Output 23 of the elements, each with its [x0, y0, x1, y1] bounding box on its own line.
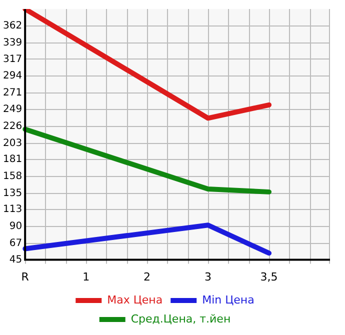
y-tick-label: 226 [2, 120, 22, 132]
x-tick-label: 3 [204, 270, 212, 284]
y-tick-label: 135 [2, 188, 22, 200]
legend-label: Сред.Цена, т.йен [130, 312, 231, 326]
y-tick-label: 339 [2, 38, 22, 49]
y-tick-label: 113 [2, 204, 22, 216]
legend-label: Max Цена [107, 293, 163, 306]
y-tick-label: 294 [2, 70, 22, 82]
y-tick-label: 249 [2, 104, 22, 115]
y-tick-label: 203 [2, 138, 22, 149]
legend-label: Min Цена [202, 293, 254, 306]
x-tick-label: 1 [82, 270, 90, 284]
x-tick-label: R [21, 270, 30, 284]
x-tick-label: 3,5 [260, 270, 278, 284]
y-tick-label: 362 [2, 20, 22, 32]
y-tick-label: 158 [2, 171, 22, 182]
y-tick-label: 67 [9, 238, 22, 250]
y-tick-label: 90 [9, 221, 22, 232]
y-tick-label: 181 [2, 154, 22, 166]
y-tick-label: 45 [9, 254, 22, 266]
x-tick-label: 2 [144, 270, 151, 284]
y-tick-label: 317 [2, 54, 22, 65]
y-tick-label: 271 [2, 88, 22, 99]
